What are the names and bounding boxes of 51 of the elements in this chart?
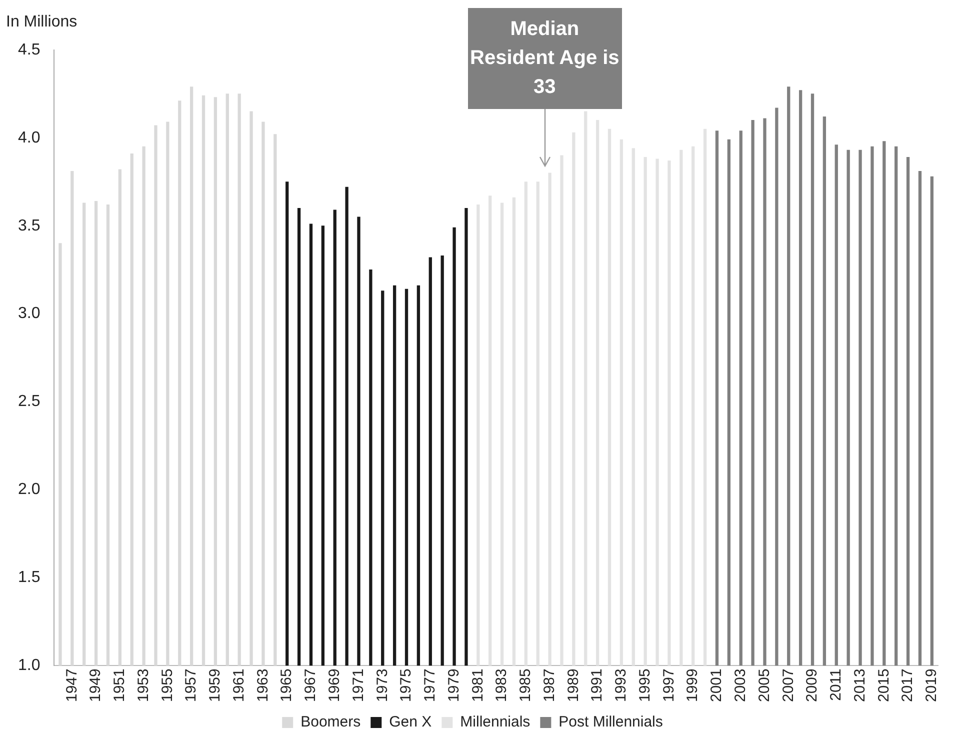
y-tick-label: 1.5 xyxy=(18,569,40,586)
x-tick-label: 2003 xyxy=(732,668,749,702)
x-tick-label: 1951 xyxy=(111,668,128,702)
y-tick-label: 2.0 xyxy=(18,481,40,498)
x-tick-label: 2017 xyxy=(899,668,916,702)
y-tick-label: 4.0 xyxy=(18,129,40,146)
x-tick-label: 1977 xyxy=(422,668,439,702)
x-tick-label: 1949 xyxy=(87,668,104,702)
x-tick-label: 1965 xyxy=(278,668,296,702)
y-tick-label: 3.5 xyxy=(18,217,40,234)
x-tick-label: 1967 xyxy=(302,668,320,702)
x-tick-label: 1985 xyxy=(517,668,534,702)
legend-label: Gen X xyxy=(389,714,432,731)
x-tick-label: 1957 xyxy=(182,668,200,702)
x-tick-label: 1971 xyxy=(350,668,367,702)
x-tick-label: 1955 xyxy=(158,668,176,702)
x-tick-label: 2009 xyxy=(804,668,821,702)
x-tick-label: 2001 xyxy=(708,668,726,702)
x-tick-label: 1993 xyxy=(612,668,630,702)
x-tick-label: 1995 xyxy=(636,668,654,702)
x-tick-label: 2007 xyxy=(780,668,797,702)
x-tick-label: 1973 xyxy=(374,668,391,702)
x-tick-label: 1961 xyxy=(230,668,248,702)
x-tick-label: 1997 xyxy=(660,668,678,702)
x-tick-label: 2019 xyxy=(923,668,940,702)
x-tick-label: 1959 xyxy=(206,668,224,702)
x-tick-label: 1969 xyxy=(326,668,343,702)
legend-label: Boomers xyxy=(300,714,361,731)
x-tick-label: 1947 xyxy=(63,668,80,702)
x-tick-label: 1963 xyxy=(254,668,272,702)
x-tick-label: 2013 xyxy=(851,668,868,702)
callout-box: Median Resident Age is 33 xyxy=(468,8,622,109)
x-tick-label: 1953 xyxy=(134,668,152,702)
y-tick-label: 4.5 xyxy=(18,41,40,58)
x-tick-label: 1991 xyxy=(588,668,606,702)
x-tick-label: 2005 xyxy=(756,668,773,702)
y-tick-label: 1.0 xyxy=(18,657,40,674)
x-tick-label: 2011 xyxy=(828,668,845,701)
x-tick-label: 1989 xyxy=(564,668,582,702)
legend-label: Post Millennials xyxy=(558,714,663,731)
y-axis-title: In Millions xyxy=(6,13,78,30)
x-tick-label: 1979 xyxy=(445,668,462,702)
x-tick-label: 1983 xyxy=(493,668,510,702)
y-tick-label: 3.0 xyxy=(18,305,40,322)
x-tick-label: 1999 xyxy=(684,668,702,702)
x-tick-label: 1975 xyxy=(398,668,415,702)
y-tick-label: 2.5 xyxy=(18,393,40,410)
legend-label: Millennials xyxy=(460,714,530,731)
x-tick-label: 2015 xyxy=(875,668,892,702)
x-tick-label: 1981 xyxy=(469,668,486,702)
x-tick-label: 1987 xyxy=(540,668,558,702)
